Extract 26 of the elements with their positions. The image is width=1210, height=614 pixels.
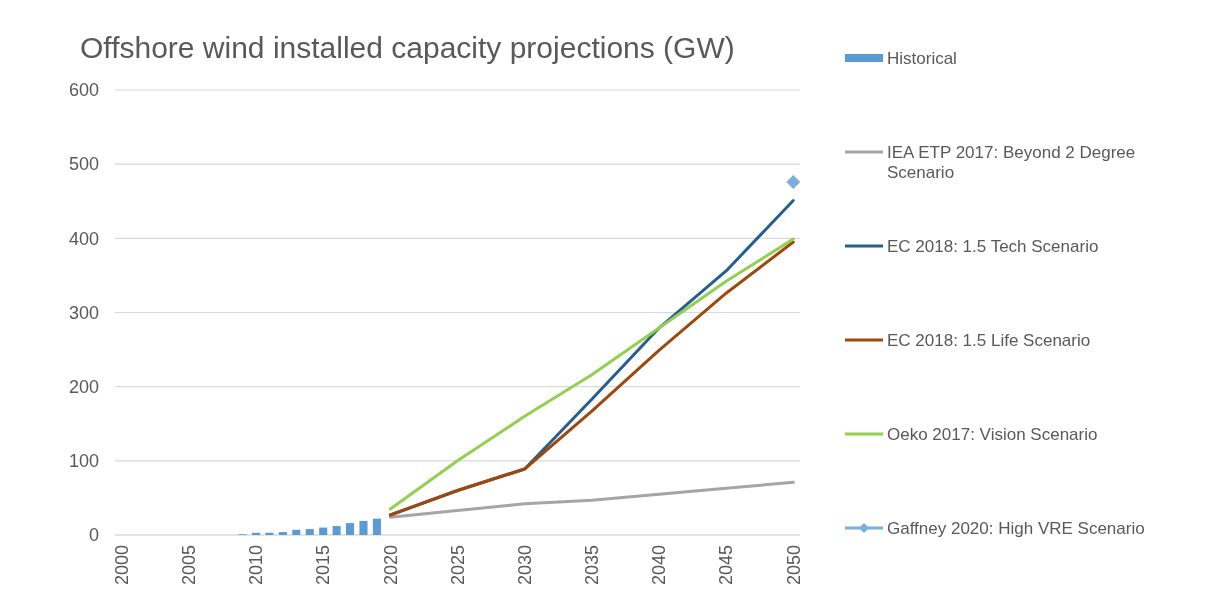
y-tick-label: 600 bbox=[68, 80, 99, 101]
legend-label: EC 2018: 1.5 Tech Scenario bbox=[887, 236, 1099, 256]
chart-title: Offshore wind installed capacity projections (GW) bbox=[80, 31, 735, 64]
y-tick-label: 400 bbox=[68, 228, 99, 249]
x-tick-label: 2035 bbox=[582, 545, 603, 586]
x-tick-label: 2025 bbox=[447, 545, 468, 586]
x-tick-label: 2040 bbox=[649, 545, 670, 586]
x-tick-label: 2045 bbox=[716, 545, 737, 586]
x-tick-label: 2010 bbox=[246, 545, 267, 586]
x-tick-label: 2000 bbox=[112, 545, 133, 586]
legend-label: IEA ETP 2017: Beyond 2 Degree Scenario bbox=[887, 142, 1136, 183]
line-series bbox=[388, 480, 795, 519]
legend-label: Gaffney 2020: High VRE Scenario bbox=[887, 518, 1145, 538]
x-tick-label: 2005 bbox=[179, 545, 200, 586]
y-tick-label: 100 bbox=[68, 451, 99, 472]
legend-label: Historical bbox=[887, 48, 957, 68]
x-tick-label: 2050 bbox=[783, 545, 804, 586]
legend-label: EC 2018: 1.5 Life Scenario bbox=[887, 330, 1091, 350]
x-tick-label: 2030 bbox=[514, 545, 535, 586]
y-tick-label: 300 bbox=[68, 302, 99, 323]
legend-label: Oeko 2017: Vision Scenario bbox=[887, 424, 1098, 444]
x-tick-label: 2020 bbox=[380, 545, 401, 586]
x-tick-label: 2015 bbox=[313, 545, 334, 586]
y-tick-label: 200 bbox=[68, 376, 99, 397]
y-tick-label: 500 bbox=[68, 154, 99, 175]
y-tick-label: 0 bbox=[88, 525, 99, 546]
